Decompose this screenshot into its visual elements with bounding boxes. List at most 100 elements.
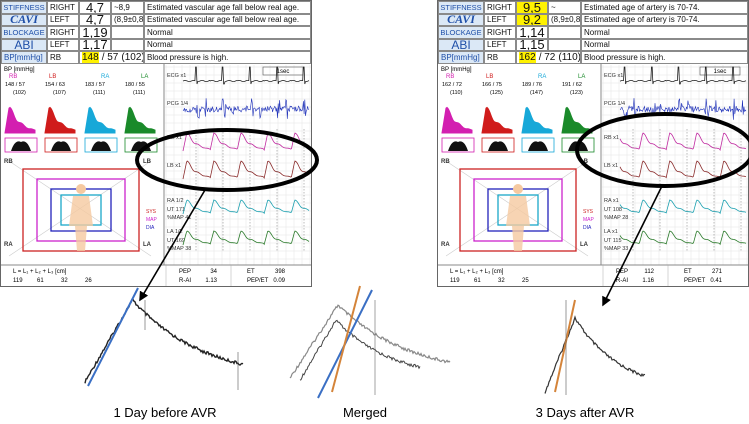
site-name: LB xyxy=(49,74,56,80)
footer-value: 32 xyxy=(498,278,505,284)
tangent-line xyxy=(554,299,576,393)
footer-value: 61 xyxy=(37,278,44,284)
row-message: Normal xyxy=(581,26,748,39)
trace-map: %MAP 33 xyxy=(604,246,628,252)
site-icon xyxy=(91,141,111,151)
trace-label: RA 1/2 xyxy=(167,198,184,204)
row-range-cell xyxy=(548,38,581,51)
row-label: CAVI xyxy=(1,13,47,26)
bp-label: BP[mmHg] xyxy=(438,51,484,64)
waveform xyxy=(182,98,310,120)
site-reading: 148 / 57 xyxy=(5,82,25,88)
footer-item-value: 1.13 xyxy=(205,278,217,284)
footer-item-value: 34 xyxy=(210,269,217,275)
bp-label: BP[mmHg] xyxy=(1,51,47,64)
legend-label: DIA xyxy=(583,225,592,231)
site-pulse xyxy=(44,106,76,134)
sites-title: BP [mmHg] xyxy=(4,67,35,73)
scale-label: 1sec xyxy=(277,69,290,75)
corner-label: RB xyxy=(441,159,450,165)
body-head xyxy=(76,184,86,194)
site-icon xyxy=(11,141,31,151)
highlight-ellipse xyxy=(575,112,749,188)
footer-formula: L = L₁ + L₂ + L₃ [cm] xyxy=(13,269,67,275)
site-name: LA xyxy=(141,74,148,80)
waveform xyxy=(619,98,747,120)
report-panel: STIFFNESS RIGHT 4,7 ~8,9 Estimated vascular … xyxy=(0,0,312,287)
trace-label: LB x1 xyxy=(604,163,618,169)
bp-message: Blood pressure is high. xyxy=(581,51,748,64)
site-mean: (125) xyxy=(490,90,503,96)
site-icon xyxy=(488,141,508,151)
caption: 1 Day before AVR xyxy=(113,405,216,420)
site-mean: (111) xyxy=(133,90,145,96)
footer-value: 119 xyxy=(450,278,460,284)
row-side: RIGHT xyxy=(484,1,516,14)
trace-label: LA x1 xyxy=(604,229,618,235)
site-reading: 191 / 62 xyxy=(562,82,582,88)
highlight-ellipse xyxy=(135,128,319,192)
bp-mean: (102) xyxy=(121,52,144,63)
row-message: Estimated age of artery is 70-74. xyxy=(581,13,748,26)
footer-value: 61 xyxy=(474,278,481,284)
footer-value: 25 xyxy=(522,278,529,284)
footer-value: 32 xyxy=(61,278,68,284)
caption: 3 Days after AVR xyxy=(536,405,635,420)
corner-label: RB xyxy=(4,159,13,165)
bp-value-cell: 162/ 72 (110) xyxy=(516,51,581,64)
legend-label: MAP xyxy=(146,217,158,223)
site-name: RA xyxy=(538,74,546,80)
site-mean: (111) xyxy=(93,90,105,96)
row-range-cell xyxy=(111,38,144,51)
trace-label: PCG 1/4 xyxy=(604,101,625,107)
row-value: 4,7 xyxy=(79,1,111,14)
waveform xyxy=(182,66,310,85)
legend-label: MAP xyxy=(583,217,595,223)
site-name: LB xyxy=(486,74,493,80)
row-value: 1,17 xyxy=(79,38,111,51)
tangent-line xyxy=(87,287,139,387)
corner-label: RA xyxy=(4,242,13,248)
site-icon xyxy=(51,141,71,151)
site-pulse xyxy=(481,106,513,134)
corner-label: LA xyxy=(580,242,589,248)
site-reading: 154 / 63 xyxy=(45,82,65,88)
corner-label: RA xyxy=(441,242,450,248)
row-message: Estimated age of artery is 70-74. xyxy=(581,1,748,14)
row-label: ABI xyxy=(438,38,484,51)
site-mean: (123) xyxy=(570,90,583,96)
row-label: BLOCKAGE xyxy=(438,26,484,39)
row-message: Normal xyxy=(144,38,311,51)
corner-label: LA xyxy=(143,242,152,248)
footer-item-value: 398 xyxy=(275,269,286,275)
footer-item-name: R-AI xyxy=(179,278,191,284)
trace-map: %MAP 41 xyxy=(167,215,191,221)
row-label: BLOCKAGE xyxy=(1,26,47,39)
site-mean: (102) xyxy=(13,90,26,96)
site-reading: 166 / 75 xyxy=(482,82,502,88)
bp-side: RB xyxy=(484,51,516,64)
trace-label: ECG x1 xyxy=(604,73,623,79)
pulse-crop xyxy=(299,319,421,381)
waveform xyxy=(619,230,747,246)
row-range-cell xyxy=(111,26,144,39)
bp-value-cell: 148/ 57 (102) xyxy=(79,51,144,64)
row-range-cell xyxy=(548,26,581,39)
waveform xyxy=(619,66,747,85)
bp-systolic: 162 xyxy=(519,52,536,63)
trace-label: RB x1 xyxy=(604,135,619,141)
pulse-crop xyxy=(544,315,646,394)
trace-ut: UT 171 xyxy=(167,207,185,213)
sites-title: BP [mmHg] xyxy=(441,67,472,73)
legend-label: DIA xyxy=(146,225,155,231)
body-head xyxy=(513,184,523,194)
footer-item-value: 0.09 xyxy=(273,278,285,284)
waveform xyxy=(182,160,310,180)
row-value: 1,19 xyxy=(79,26,111,39)
row-value: 9,5 xyxy=(516,1,548,14)
site-pulse xyxy=(84,106,116,134)
site-pulse xyxy=(521,106,553,134)
row-message: Estimated vascular age fall below real a… xyxy=(144,13,311,26)
row-range-cell: ~8,9 xyxy=(111,1,144,14)
